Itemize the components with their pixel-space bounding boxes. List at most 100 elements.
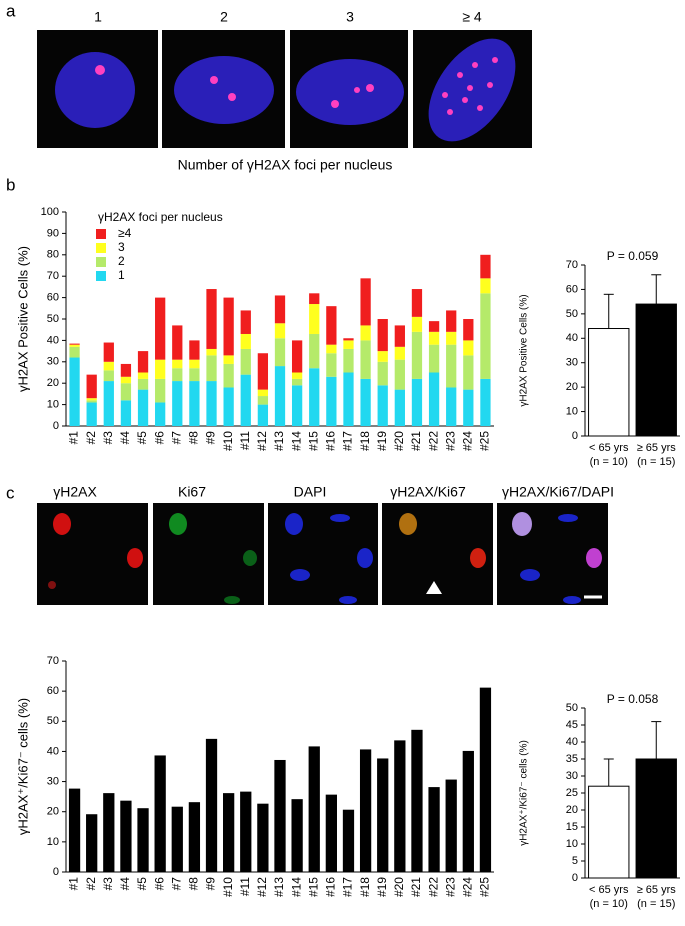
bar-segment xyxy=(343,338,354,341)
legend-label: ≥4 xyxy=(118,226,132,240)
bar-segment xyxy=(103,381,114,426)
y-tick-label: 25 xyxy=(566,787,578,799)
bar xyxy=(120,800,132,873)
bar-segment xyxy=(360,278,371,326)
x-tick-label: #6 xyxy=(152,431,166,445)
bar-segment xyxy=(377,385,388,426)
legend-label: 3 xyxy=(118,240,125,254)
bar-segment xyxy=(223,355,234,364)
y-tick-label: 20 xyxy=(47,377,59,389)
x-tick-label: #22 xyxy=(426,877,440,897)
y-tick-label: 40 xyxy=(566,332,578,344)
channel-label: DAPI xyxy=(294,484,327,500)
bar xyxy=(68,788,81,873)
foci-images xyxy=(37,30,532,148)
x-tick-label: #3 xyxy=(101,431,115,445)
x-tick-label: #16 xyxy=(324,431,338,451)
foci-label: 1 xyxy=(94,9,102,25)
bar-segment xyxy=(155,402,166,426)
bar-segment xyxy=(137,372,149,379)
x-tick-label: #10 xyxy=(221,431,235,451)
annotation: P = 0.059 xyxy=(607,249,659,263)
x-tick-label: < 65 yrs xyxy=(589,442,629,454)
y-tick-label: 50 xyxy=(566,702,578,714)
x-tick-label: ≥ 65 yrs xyxy=(637,884,677,896)
x-tick-label: #1 xyxy=(67,877,81,891)
x-tick-label: #3 xyxy=(101,877,115,891)
bar xyxy=(377,758,389,873)
x-tick-label: #11 xyxy=(238,877,252,896)
bar-segment xyxy=(480,378,491,426)
bar xyxy=(86,814,98,873)
bar-segment xyxy=(377,361,388,386)
bar-segment xyxy=(86,400,97,403)
bar-segment xyxy=(291,372,303,379)
x-tick-label: #2 xyxy=(84,877,98,891)
y-tick-label: 70 xyxy=(47,655,59,667)
y-axis-label: γH2AX⁺/Ki67⁻ cells (%) xyxy=(15,698,30,835)
x-tick-label: #6 xyxy=(152,877,166,891)
x-tick-label: #10 xyxy=(221,877,235,897)
bar xyxy=(445,779,457,873)
error-bar xyxy=(651,274,662,305)
bar xyxy=(308,746,320,873)
bar-segment xyxy=(274,366,286,426)
bar-segment xyxy=(172,325,183,360)
bar-segment xyxy=(120,363,132,377)
bar-segment xyxy=(446,344,457,388)
annotation: P = 0.058 xyxy=(607,692,659,706)
bar-segment xyxy=(155,359,166,379)
x-tick-label: #4 xyxy=(118,877,132,891)
legend-label: 2 xyxy=(118,254,125,268)
bar-segment xyxy=(103,342,114,362)
bar-segment xyxy=(120,400,132,426)
bar-segment xyxy=(411,378,423,426)
y-tick-label: 45 xyxy=(566,719,578,731)
bar-segment xyxy=(343,340,354,349)
bar-segment xyxy=(463,389,474,426)
bar-segment xyxy=(309,293,320,305)
bar-segment xyxy=(223,297,234,356)
y-tick-label: 30 xyxy=(47,356,59,368)
bar-segment xyxy=(291,385,303,426)
x-tick-label: #13 xyxy=(272,877,286,897)
y-tick-label: 40 xyxy=(47,745,59,757)
legend-swatch xyxy=(96,257,106,267)
y-tick-label: 100 xyxy=(41,206,59,218)
y-tick-label: 10 xyxy=(47,399,59,411)
bar-segment xyxy=(189,359,200,369)
y-tick-label: 30 xyxy=(566,357,578,369)
bar-segment xyxy=(223,363,234,388)
y-tick-label: 60 xyxy=(47,292,59,304)
bar-segment xyxy=(446,387,457,426)
foci-caption: Number of γH2AX foci per nucleus xyxy=(178,157,393,173)
bar-segment xyxy=(377,319,388,352)
y-tick-label: 20 xyxy=(47,806,59,818)
x-tick-label: #17 xyxy=(341,877,355,897)
bar xyxy=(154,755,166,873)
x-tick-label: #15 xyxy=(306,431,320,451)
x-tick-label: #25 xyxy=(478,431,492,451)
x-tick-label: #9 xyxy=(204,431,218,445)
bar-segment xyxy=(189,368,200,382)
x-tick-label: #2 xyxy=(84,431,98,445)
x-tick-label: #8 xyxy=(187,877,201,891)
bar-segment xyxy=(428,321,440,332)
y-tick-label: 50 xyxy=(566,308,578,320)
bar-segment xyxy=(274,295,286,324)
x-tick-label: #13 xyxy=(272,431,286,451)
x-tick-note: (n = 10) xyxy=(590,456,628,468)
bar-segment xyxy=(326,306,337,345)
x-tick-label: #23 xyxy=(443,431,457,451)
panel-label: b xyxy=(6,175,15,194)
x-tick-label: #8 xyxy=(187,431,201,445)
bar-segment xyxy=(291,378,303,386)
bar-segment xyxy=(326,344,337,354)
y-tick-label: 10 xyxy=(566,405,578,417)
bar-segment xyxy=(120,376,132,384)
bar-segment xyxy=(172,368,183,382)
channel-label: γH2AX/Ki67/DAPI xyxy=(502,484,614,500)
x-tick-label: #25 xyxy=(478,877,492,897)
bar-segment xyxy=(172,359,183,369)
